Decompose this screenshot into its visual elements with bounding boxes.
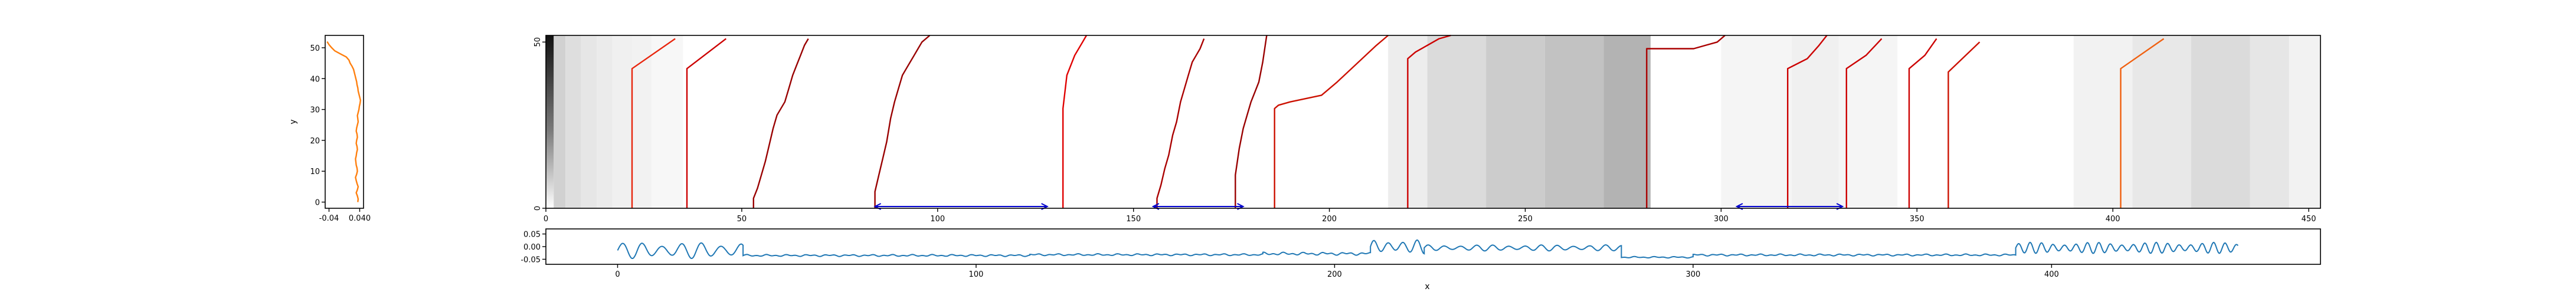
- heatmap-panel: 0 50 100 150 200 250 300 350 400 450 0 50: [533, 34, 2321, 224]
- heatmap-frame: [545, 35, 2321, 209]
- profile-y-tick-label: 40: [310, 75, 320, 84]
- profile-y-tick-label: 30: [310, 106, 320, 115]
- profile-x-tick-label: -0.04: [319, 214, 339, 223]
- heatmap-x-tick-label: 0: [544, 215, 548, 224]
- heatmap-ticks: 0 50 100 150 200 250 300 350 400 450 0 50: [533, 37, 2316, 224]
- profile-y-tick-label: 0: [315, 199, 320, 208]
- profile-y-tick-label: 10: [310, 168, 320, 176]
- heatmap-overlay-line: [1156, 38, 1205, 208]
- heatmap-overlay-line: [1235, 35, 1268, 208]
- heatmap-column: [1427, 35, 1487, 208]
- heatmap-column: [652, 35, 683, 208]
- signal-x-tick-label: 400: [2044, 270, 2059, 279]
- heatmap-column: [1486, 35, 1545, 208]
- signal-y-tick-label: 0.05: [523, 231, 541, 240]
- heatmap-overlay-line: [874, 35, 931, 208]
- profile-y-tick-label: 20: [310, 137, 320, 146]
- heatmap-column: [1603, 35, 1651, 208]
- left-profile-panel: 0 10 20 30 40 50 -0.04 0.040 y: [289, 35, 371, 223]
- signal-plot-area: [617, 239, 2239, 260]
- heatmap-brackets: [873, 203, 1844, 210]
- heatmap-column: [612, 35, 633, 208]
- signal-x-tick-label: 0: [615, 270, 620, 279]
- heatmap-x-tick-label: 150: [1126, 215, 1141, 224]
- heatmap-overlay-line: [1786, 35, 1828, 208]
- signal-x-tick-label: 300: [1686, 270, 1701, 279]
- signal-x-tick-label: 100: [969, 270, 984, 279]
- heatmap-overlay-line: [1062, 35, 1088, 208]
- heatmap-column: [2191, 35, 2250, 208]
- left-profile-ylabel: y: [289, 119, 298, 124]
- signal-series-line: [617, 239, 2239, 260]
- heatmap-column: [2132, 35, 2191, 208]
- heatmap-overlay-line: [1908, 38, 1937, 208]
- profile-series-line: [326, 41, 362, 202]
- heatmap-x-tick-label: 400: [2106, 215, 2120, 224]
- signal-y-tick-label: 0.00: [523, 243, 541, 252]
- heatmap-overlay-line: [2120, 38, 2165, 208]
- heatmap-overlay-line: [752, 38, 809, 208]
- heatmap-overlay-lines: [631, 34, 2165, 208]
- left-profile-plot-area: [326, 41, 362, 202]
- heatmap-x-tick-label: 300: [1714, 215, 1729, 224]
- heatmap-column: [1791, 35, 1839, 208]
- heatmap-overlay-line: [1947, 41, 1981, 208]
- heatmap-x-tick-label: 250: [1518, 215, 1533, 224]
- heatmap-column: [2250, 35, 2289, 208]
- signal-xlabel: x: [1425, 282, 1429, 291]
- signal-frame: [545, 228, 2321, 265]
- heatmap-x-tick-label: 100: [930, 215, 945, 224]
- left-profile-ticks: 0 10 20 30 40 50 -0.04 0.040: [310, 44, 371, 223]
- heatmap-column: [546, 35, 554, 208]
- heatmap-x-tick-label: 450: [2302, 215, 2316, 224]
- heatmap-column: [597, 35, 613, 208]
- heatmap-overlay-line: [1407, 34, 1451, 208]
- heatmap-x-tick-label: 200: [1322, 215, 1337, 224]
- left-profile-frame: [325, 35, 364, 209]
- heatmap-overlay-line: [686, 38, 727, 208]
- heatmap-x-tick-label: 350: [1910, 215, 1924, 224]
- signal-panel: 0 100 200 300 400 0.05 0.00 -0.05 x: [521, 228, 2321, 291]
- heatmap-y-tick-label: 50: [533, 37, 542, 47]
- heatmap-column: [2289, 35, 2320, 208]
- signal-y-tick-label: -0.05: [521, 255, 541, 264]
- profile-x-tick-label: 0.040: [349, 214, 371, 223]
- heatmap-column: [1721, 35, 1792, 208]
- heatmap-overlay-line: [631, 38, 676, 208]
- heatmap-column: [565, 35, 581, 208]
- heatmap-column: [1838, 35, 1898, 208]
- heatmap-overlay-line: [1646, 35, 1726, 208]
- signal-ticks: 0 100 200 300 400 0.05 0.00 -0.05: [521, 231, 2058, 279]
- heatmap-y-tick-label: 0: [533, 206, 542, 211]
- heatmap-column: [1544, 35, 1604, 208]
- heatmap-overlay-line: [1845, 38, 1883, 208]
- heatmap-cells: [546, 35, 2320, 208]
- profile-y-tick-label: 50: [310, 44, 320, 53]
- heatmap-overlay-line: [1274, 35, 1389, 208]
- heatmap-column: [554, 35, 566, 208]
- signal-x-tick-label: 200: [1327, 270, 1342, 279]
- heatmap-column: [632, 35, 652, 208]
- heatmap-column: [2073, 35, 2133, 208]
- heatmap-column: [581, 35, 597, 208]
- heatmap-x-tick-label: 50: [737, 215, 747, 224]
